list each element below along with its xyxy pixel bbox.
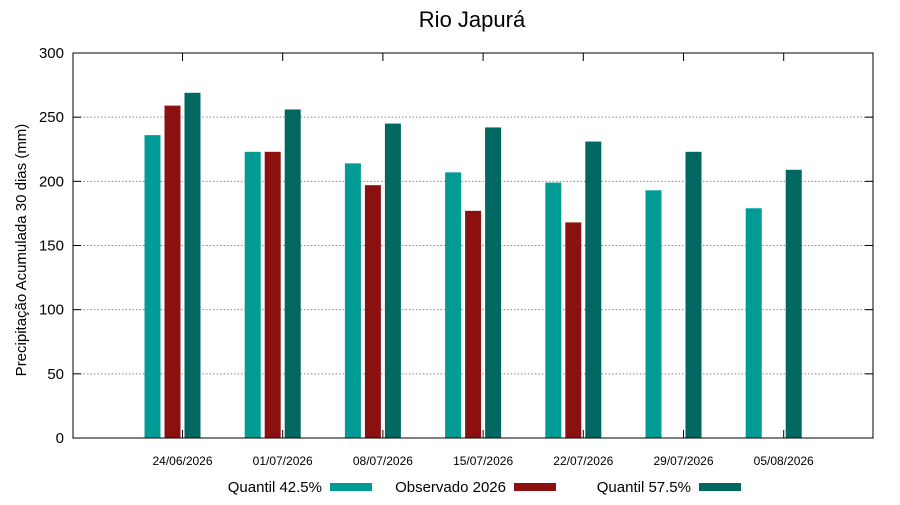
y-tick-label: 100 — [39, 302, 64, 319]
bars — [144, 92, 802, 439]
x-tick-label: 29/07/2026 — [653, 454, 713, 468]
bar — [685, 151, 702, 439]
legend: Quantil 42.5% Observado 2026 Quantil 57.5% — [228, 479, 741, 496]
legend-swatch — [699, 483, 741, 491]
x-tick-label: 08/07/2026 — [353, 454, 413, 468]
bar — [485, 127, 502, 438]
y-axis-label: Precipitação Acumulada 30 dias (mm) — [13, 124, 30, 377]
x-tick-label: 24/06/2026 — [152, 454, 212, 468]
bar — [785, 169, 802, 439]
legend-label: Quantil 42.5% — [228, 479, 322, 496]
y-tick-label: 150 — [39, 238, 64, 255]
bar — [184, 92, 201, 439]
y-tick-label: 0 — [56, 430, 64, 447]
x-tick-label: 22/07/2026 — [553, 454, 613, 468]
bar — [164, 105, 181, 438]
y-tick-label: 50 — [47, 366, 64, 383]
bar — [284, 109, 301, 438]
bar — [344, 163, 361, 438]
legend-label: Observado 2026 — [395, 479, 506, 496]
x-tick-label: 01/07/2026 — [253, 454, 313, 468]
bar — [244, 151, 261, 439]
bar — [264, 151, 281, 439]
x-ticks: 24/06/2026 01/07/2026 08/07/2026 15/07/2026… — [152, 53, 814, 468]
bar — [645, 190, 662, 438]
y-tick-label: 300 — [39, 45, 64, 62]
bar — [384, 123, 401, 438]
legend-swatch — [330, 483, 372, 491]
bar — [465, 210, 482, 438]
y-ticks: 0 50 100 150 200 250 300 — [39, 45, 873, 447]
legend-swatch — [514, 483, 556, 491]
bar — [545, 182, 562, 438]
y-tick-label: 250 — [39, 109, 64, 126]
chart-title: Rio Japurá — [419, 7, 526, 32]
bar — [565, 222, 582, 438]
y-tick-label: 200 — [39, 173, 64, 190]
legend-label: Quantil 57.5% — [597, 479, 691, 496]
bar — [144, 135, 161, 438]
bar — [585, 141, 602, 439]
bar — [445, 172, 462, 438]
x-tick-label: 05/08/2026 — [754, 454, 814, 468]
bar — [364, 185, 381, 438]
x-tick-label: 15/07/2026 — [453, 454, 513, 468]
bar — [745, 208, 762, 438]
